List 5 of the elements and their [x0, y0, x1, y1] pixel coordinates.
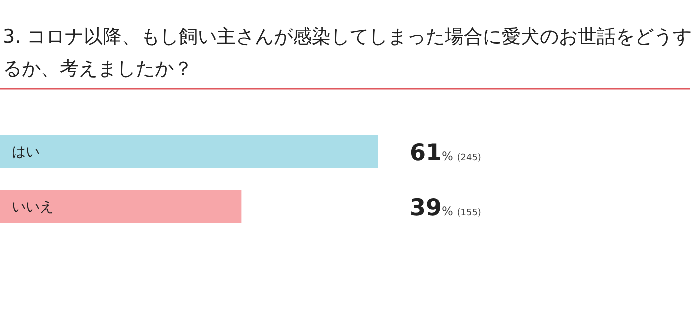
- title: 3. コロナ以降、もし飼い主さんが感染してしまった場合に愛犬のお世話をどうするか、考えましたか？: [3, 26, 692, 80]
- y-tick-label: いいえ: [12, 200, 54, 216]
- y-tick-label: はい: [12, 144, 40, 160]
- data-label: 61% (245): [410, 140, 482, 166]
- data-label: 39% (155): [410, 196, 482, 222]
